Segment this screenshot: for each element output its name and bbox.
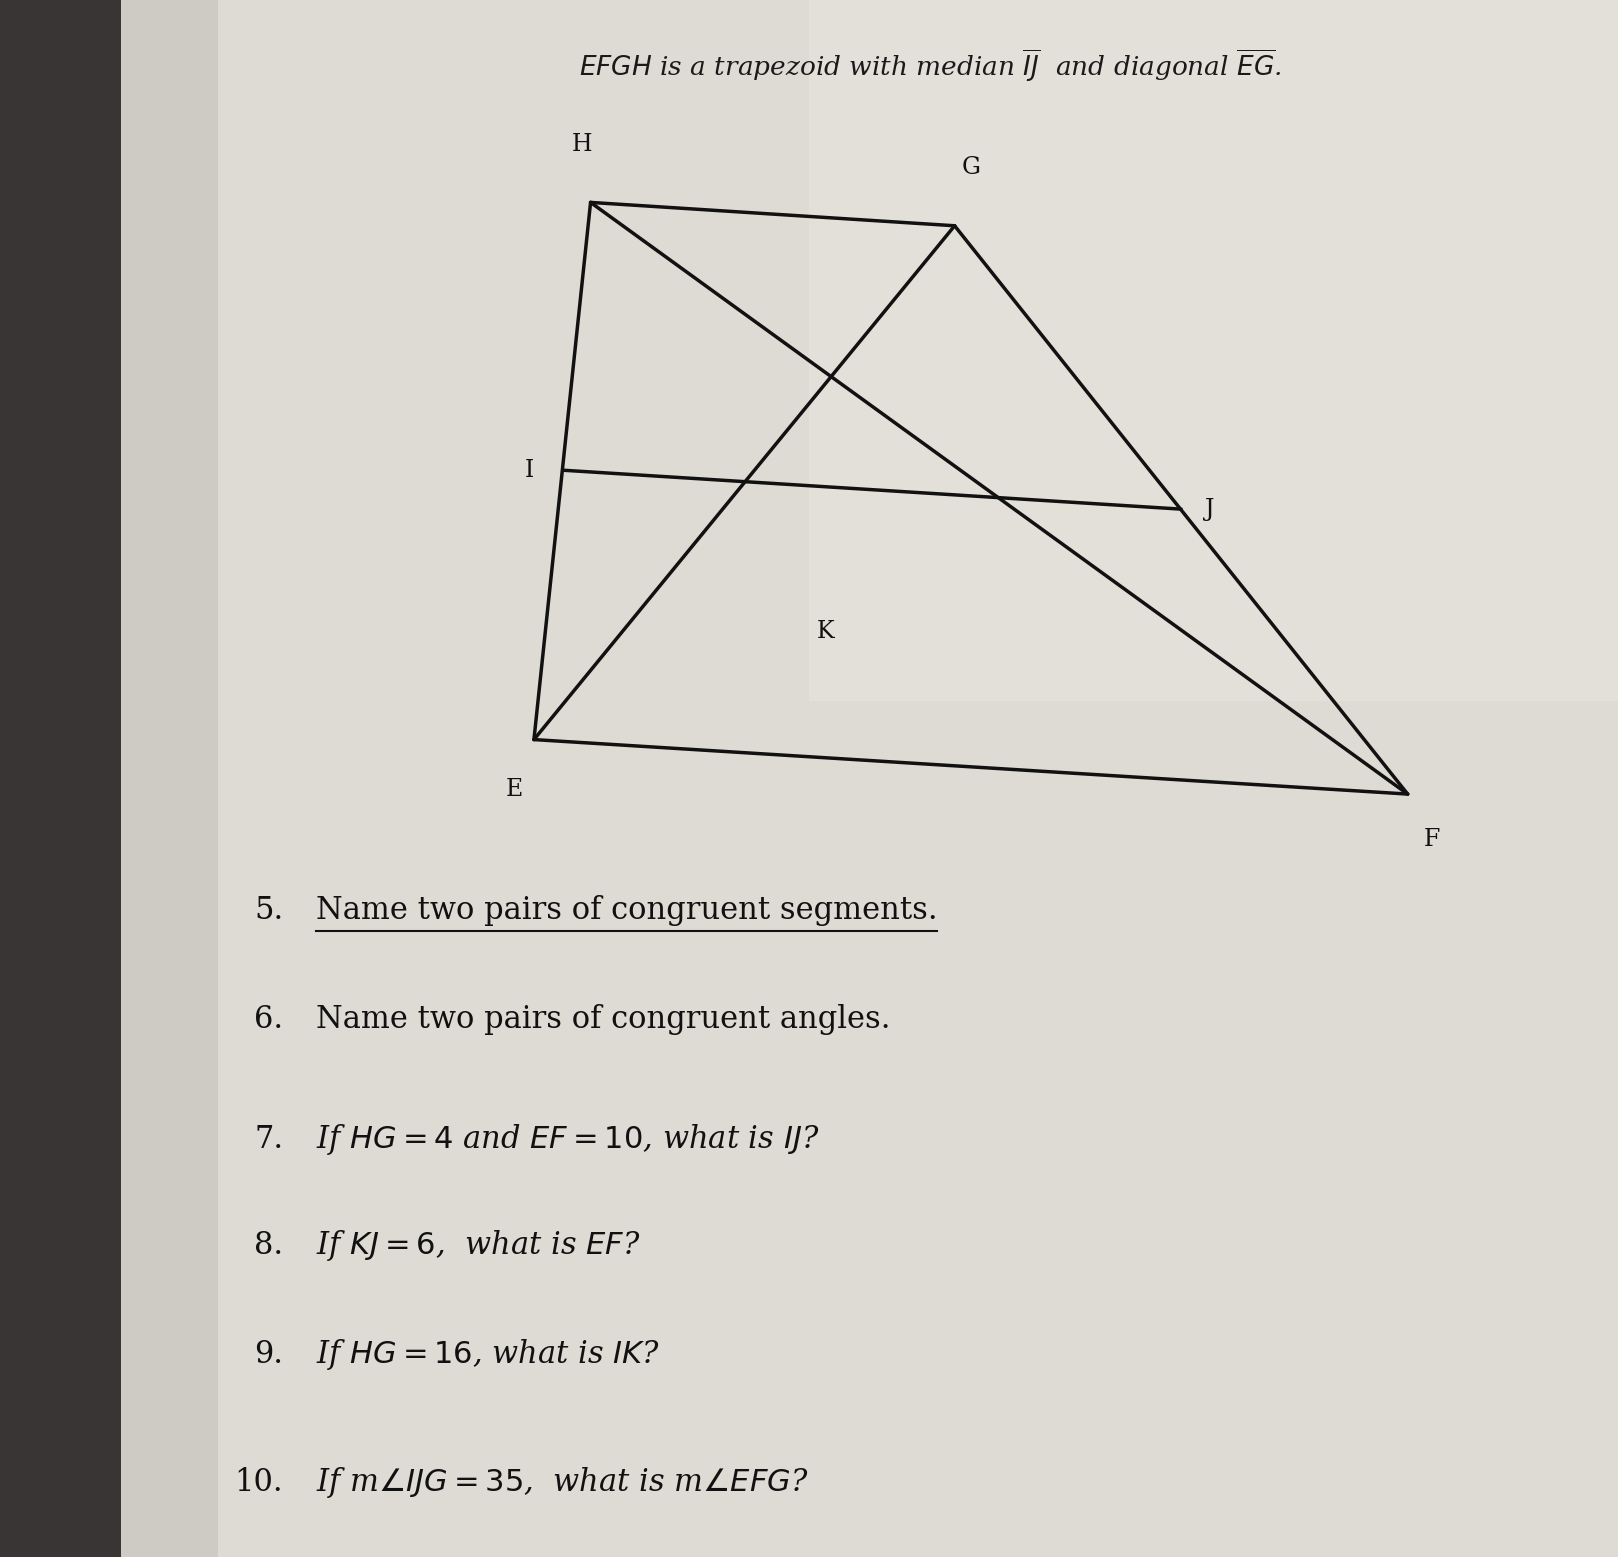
- Text: If $KJ=6$,  what is $EF$?: If $KJ=6$, what is $EF$?: [316, 1228, 641, 1263]
- FancyBboxPatch shape: [0, 0, 129, 1557]
- Text: G: G: [961, 156, 981, 179]
- Text: J: J: [1205, 498, 1215, 520]
- Text: 6.: 6.: [254, 1004, 283, 1035]
- Text: F: F: [1424, 828, 1440, 852]
- Text: 5.: 5.: [254, 895, 283, 926]
- FancyBboxPatch shape: [809, 0, 1618, 701]
- Text: Name two pairs of congruent segments.: Name two pairs of congruent segments.: [316, 895, 937, 926]
- Text: I: I: [524, 459, 534, 481]
- Text: K: K: [817, 620, 835, 643]
- Text: H: H: [573, 132, 592, 156]
- FancyBboxPatch shape: [121, 0, 1618, 1557]
- Text: E: E: [506, 778, 523, 802]
- Text: 9.: 9.: [254, 1339, 283, 1370]
- Text: Name two pairs of congruent angles.: Name two pairs of congruent angles.: [316, 1004, 890, 1035]
- Text: If $HG=16$, what is $IK$?: If $HG=16$, what is $IK$?: [316, 1337, 660, 1372]
- Text: $EFGH$ is a trapezoid with median $\overline{IJ}$  and diagonal $\overline{EG}$.: $EFGH$ is a trapezoid with median $\over…: [579, 47, 1281, 84]
- Text: If m$\angle IJG=35$,  what is m$\angle EFG$?: If m$\angle IJG=35$, what is m$\angle EF…: [316, 1465, 809, 1499]
- Text: 8.: 8.: [254, 1230, 283, 1261]
- Text: If $HG=4$ and $EF=10$, what is $IJ$?: If $HG=4$ and $EF=10$, what is $IJ$?: [316, 1123, 819, 1157]
- Text: 10.: 10.: [235, 1467, 283, 1498]
- FancyBboxPatch shape: [121, 0, 218, 1557]
- Text: 7.: 7.: [254, 1124, 283, 1155]
